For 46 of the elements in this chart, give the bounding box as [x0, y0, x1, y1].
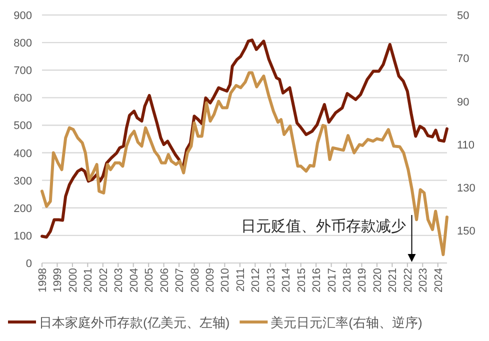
y-tick-label: 200 [14, 202, 32, 215]
y2-tick-label: 130 [457, 182, 476, 195]
x-tick-label: 2009 [204, 268, 216, 292]
x-tick-label: 2010 [220, 268, 232, 292]
x-tick-label: 2005 [144, 268, 156, 292]
y-tick-label: 100 [14, 230, 32, 242]
y2-tick-label: 50 [457, 10, 470, 22]
x-tick-label: 2015 [296, 268, 308, 292]
y-tick-label: 900 [14, 10, 32, 22]
x-tick-label: 2008 [189, 268, 202, 292]
x-tick-label: 2022 [402, 268, 414, 292]
x-tick-label: 1999 [52, 268, 64, 292]
y2-tick-label: 110 [457, 139, 475, 152]
x-tick-label: 1998 [37, 268, 49, 292]
x-tick-label: 2016 [311, 268, 324, 292]
legend-label: 美元日元汇率(右轴、逆序) [270, 315, 422, 330]
y-tick-label: 300 [14, 175, 32, 188]
x-tick-label: 2017 [326, 268, 338, 292]
x-tick-label: 2021 [387, 268, 400, 292]
x-tick-label: 2014 [280, 268, 293, 292]
x-tick-label: 2013 [265, 268, 278, 292]
y-tick-label: 800 [14, 38, 32, 50]
annotation: 日元贬值、外币存款减少 [240, 218, 406, 235]
x-tick-label: 2006 [158, 268, 171, 292]
x-tick-label: 2007 [174, 268, 186, 292]
y2-tick-label: 90 [457, 96, 470, 108]
y2-tick-label: 150 [457, 226, 476, 238]
y-tick-label: 0 [26, 258, 32, 270]
y-tick-label: 400 [14, 148, 32, 160]
y2-tick-label: 70 [457, 53, 470, 66]
x-tick-label: 2002 [98, 268, 110, 292]
legend-label: 日本家庭外币存款(亿美元、左轴) [39, 315, 230, 330]
y-tick-label: 700 [14, 65, 32, 78]
x-tick-label: 2020 [372, 268, 384, 292]
x-tick-label: 2004 [128, 268, 140, 292]
x-tick-label: 2023 [418, 268, 430, 292]
x-tick-label: 2024 [432, 268, 445, 292]
x-tick-label: 2018 [342, 268, 354, 292]
x-tick-label: 2001 [82, 268, 95, 292]
y-tick-label: 600 [14, 92, 32, 105]
x-tick-label: 2003 [113, 268, 126, 292]
x-tick-label: 2000 [67, 268, 80, 292]
y-tick-label: 500 [14, 120, 32, 132]
x-tick-label: 2011 [234, 268, 247, 292]
x-tick-label: 2012 [250, 268, 262, 292]
x-tick-label: 2019 [356, 268, 369, 292]
